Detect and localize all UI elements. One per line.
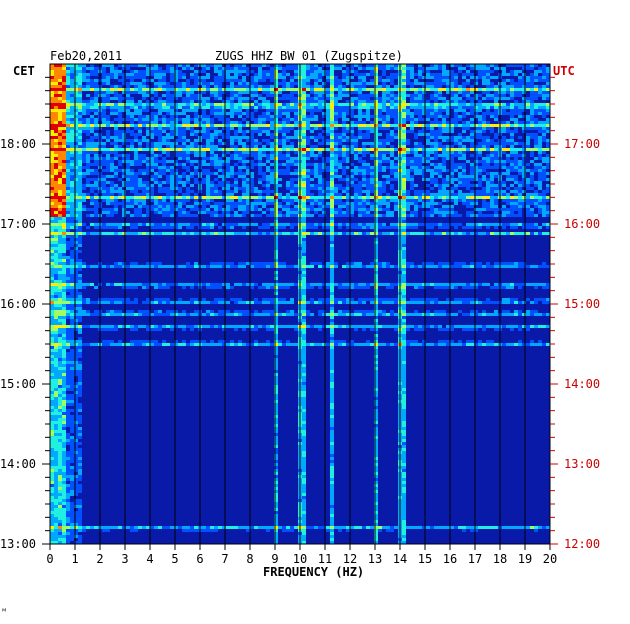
left-tick-label: 13:00 [0, 537, 36, 551]
left-tick-label: 15:00 [0, 377, 36, 391]
left-tick-label: 18:00 [0, 137, 36, 151]
x-tick-label: 9 [271, 552, 278, 566]
x-tick-label: 5 [171, 552, 178, 566]
right-tick-label: 14:00 [564, 377, 600, 391]
x-tick-label: 6 [196, 552, 203, 566]
x-tick-label: 12 [343, 552, 357, 566]
x-tick-label: 1 [71, 552, 78, 566]
x-tick-label: 19 [518, 552, 532, 566]
left-tick-label: 16:00 [0, 297, 36, 311]
x-axis-label: FREQUENCY (HZ) [263, 565, 364, 579]
x-tick-label: 2 [96, 552, 103, 566]
x-tick-label: 0 [46, 552, 53, 566]
x-tick-label: 13 [368, 552, 382, 566]
x-tick-label: 18 [493, 552, 507, 566]
x-tick-label: 14 [393, 552, 407, 566]
right-time-axis: 12:00 13:00 14:00 15:00 16:00 17:00 [550, 76, 600, 551]
frequency-gridlines [74, 64, 526, 544]
x-tick-label: 20 [543, 552, 557, 566]
x-tick-label: 10 [293, 552, 307, 566]
right-axis-label: UTC [553, 64, 575, 78]
x-tick-label: 8 [246, 552, 253, 566]
x-tick-label: 11 [318, 552, 332, 566]
x-axis: 0 1 2 3 4 5 6 7 8 9 10 11 12 13 14 15 16 17 18 19 20 [46, 544, 557, 566]
x-tick-label: 17 [468, 552, 482, 566]
chart-title: ZUGS HHZ BW 01 (Zugspitze) [215, 49, 403, 63]
left-tick-label: 17:00 [0, 217, 36, 231]
x-tick-label: 4 [146, 552, 153, 566]
right-tick-label: 12:00 [564, 537, 600, 551]
chart-date: Feb20,2011 [50, 49, 122, 63]
right-tick-label: 16:00 [564, 217, 600, 231]
left-tick-label: 14:00 [0, 457, 36, 471]
right-tick-label: 17:00 [564, 137, 600, 151]
x-tick-label: 7 [221, 552, 228, 566]
left-time-axis: 13:00 14:00 15:00 16:00 17:00 18:00 [0, 76, 50, 551]
x-tick-label: 16 [443, 552, 457, 566]
footer-mark: ᴹ [2, 607, 6, 616]
x-tick-label: 15 [418, 552, 432, 566]
right-tick-label: 13:00 [564, 457, 600, 471]
left-axis-label: CET [13, 64, 35, 78]
x-tick-label: 3 [121, 552, 128, 566]
right-tick-label: 15:00 [564, 297, 600, 311]
